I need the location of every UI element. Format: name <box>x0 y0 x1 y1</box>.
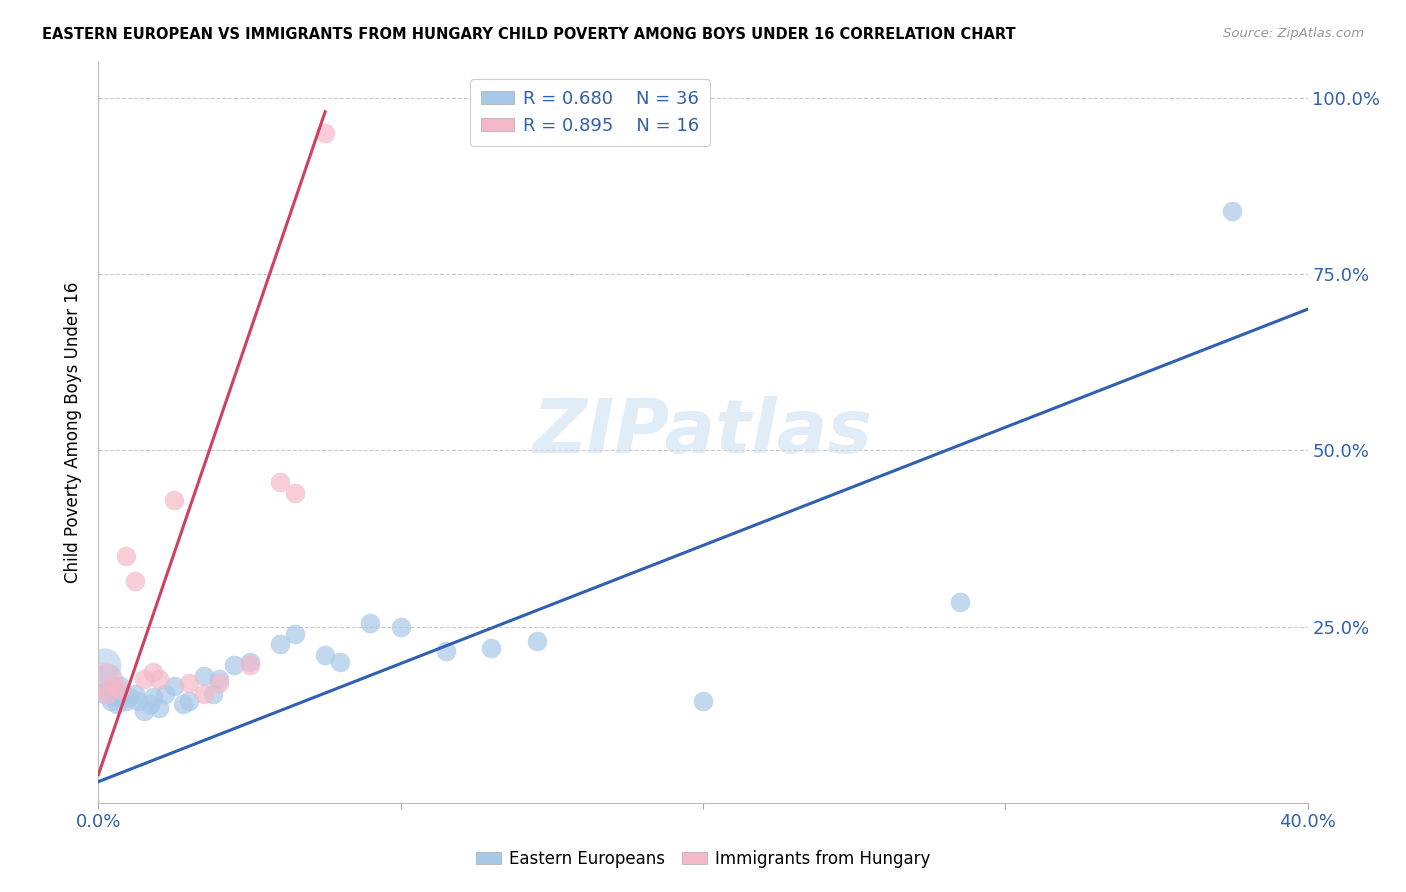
Point <box>269 475 291 489</box>
Point <box>193 686 215 700</box>
Point <box>269 637 291 651</box>
Point <box>239 658 262 673</box>
Point <box>114 693 136 707</box>
Point <box>148 673 170 687</box>
Point <box>434 644 457 658</box>
Point <box>132 673 155 687</box>
Point <box>172 697 194 711</box>
Point <box>111 686 134 700</box>
Point <box>224 658 246 673</box>
Point <box>118 690 141 704</box>
Point <box>1220 203 1243 218</box>
Point <box>93 673 115 687</box>
Point <box>96 673 118 687</box>
Point <box>93 658 115 673</box>
Point <box>153 686 176 700</box>
Point <box>142 690 165 704</box>
Point <box>481 640 503 655</box>
Legend: Eastern Europeans, Immigrants from Hungary: Eastern Europeans, Immigrants from Hunga… <box>470 844 936 875</box>
Point <box>124 686 146 700</box>
Point <box>139 697 162 711</box>
Point <box>202 686 225 700</box>
Text: ZIPatlas: ZIPatlas <box>533 396 873 469</box>
Point <box>142 665 165 680</box>
Point <box>314 648 336 662</box>
Point <box>108 680 131 694</box>
Point <box>208 673 231 687</box>
Text: Source: ZipAtlas.com: Source: ZipAtlas.com <box>1223 27 1364 40</box>
Point <box>124 574 146 588</box>
Legend: R = 0.680    N = 36, R = 0.895    N = 16: R = 0.680 N = 36, R = 0.895 N = 16 <box>470 78 710 145</box>
Point <box>360 615 382 630</box>
Point <box>314 126 336 140</box>
Point <box>96 686 118 700</box>
Point <box>103 680 125 694</box>
Point <box>179 693 201 707</box>
Point <box>96 683 118 698</box>
Point <box>329 655 352 669</box>
Point <box>108 683 131 698</box>
Point <box>389 619 412 633</box>
Point <box>284 485 307 500</box>
Point <box>148 700 170 714</box>
Point <box>93 686 115 700</box>
Point <box>179 676 201 690</box>
Point <box>127 693 149 707</box>
Point <box>163 492 186 507</box>
Point <box>163 680 186 694</box>
Point <box>949 595 972 609</box>
Point <box>105 697 128 711</box>
Point <box>526 633 548 648</box>
Point <box>193 669 215 683</box>
Point <box>284 626 307 640</box>
Point <box>132 704 155 718</box>
Y-axis label: Child Poverty Among Boys Under 16: Child Poverty Among Boys Under 16 <box>65 282 83 583</box>
Point <box>208 676 231 690</box>
Point <box>114 549 136 563</box>
Text: EASTERN EUROPEAN VS IMMIGRANTS FROM HUNGARY CHILD POVERTY AMONG BOYS UNDER 16 CO: EASTERN EUROPEAN VS IMMIGRANTS FROM HUNG… <box>42 27 1015 42</box>
Point <box>100 693 122 707</box>
Point <box>692 693 714 707</box>
Point <box>103 690 125 704</box>
Point <box>239 655 262 669</box>
